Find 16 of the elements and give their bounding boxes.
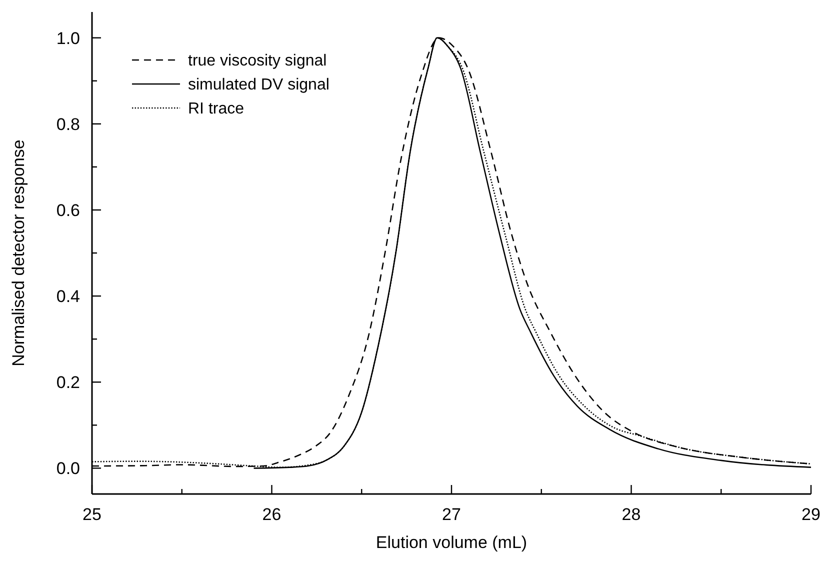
- y-tick-label: 0.8: [56, 114, 80, 134]
- y-tick-label: 0.4: [56, 286, 80, 306]
- y-tick-label: 1.0: [56, 28, 80, 48]
- y-tick-label: 0.6: [56, 200, 80, 220]
- legend-label: simulated DV signal: [188, 76, 330, 94]
- y-tick-label: 0.0: [56, 459, 80, 478]
- x-tick-label: 29: [802, 505, 820, 524]
- x-tick-label: 25: [82, 505, 102, 524]
- x-tick-label: 28: [622, 505, 641, 524]
- x-axis-title: Elution volume (mL): [376, 533, 528, 552]
- y-tick-label: 0.2: [56, 373, 80, 392]
- legend-label: RI trace: [188, 100, 244, 118]
- x-tick-label: 26: [262, 505, 282, 524]
- y-axis-title: Normalised detector response: [9, 140, 28, 366]
- legend-label: true viscosity signal: [188, 52, 327, 70]
- x-tick-label: 27: [442, 505, 461, 524]
